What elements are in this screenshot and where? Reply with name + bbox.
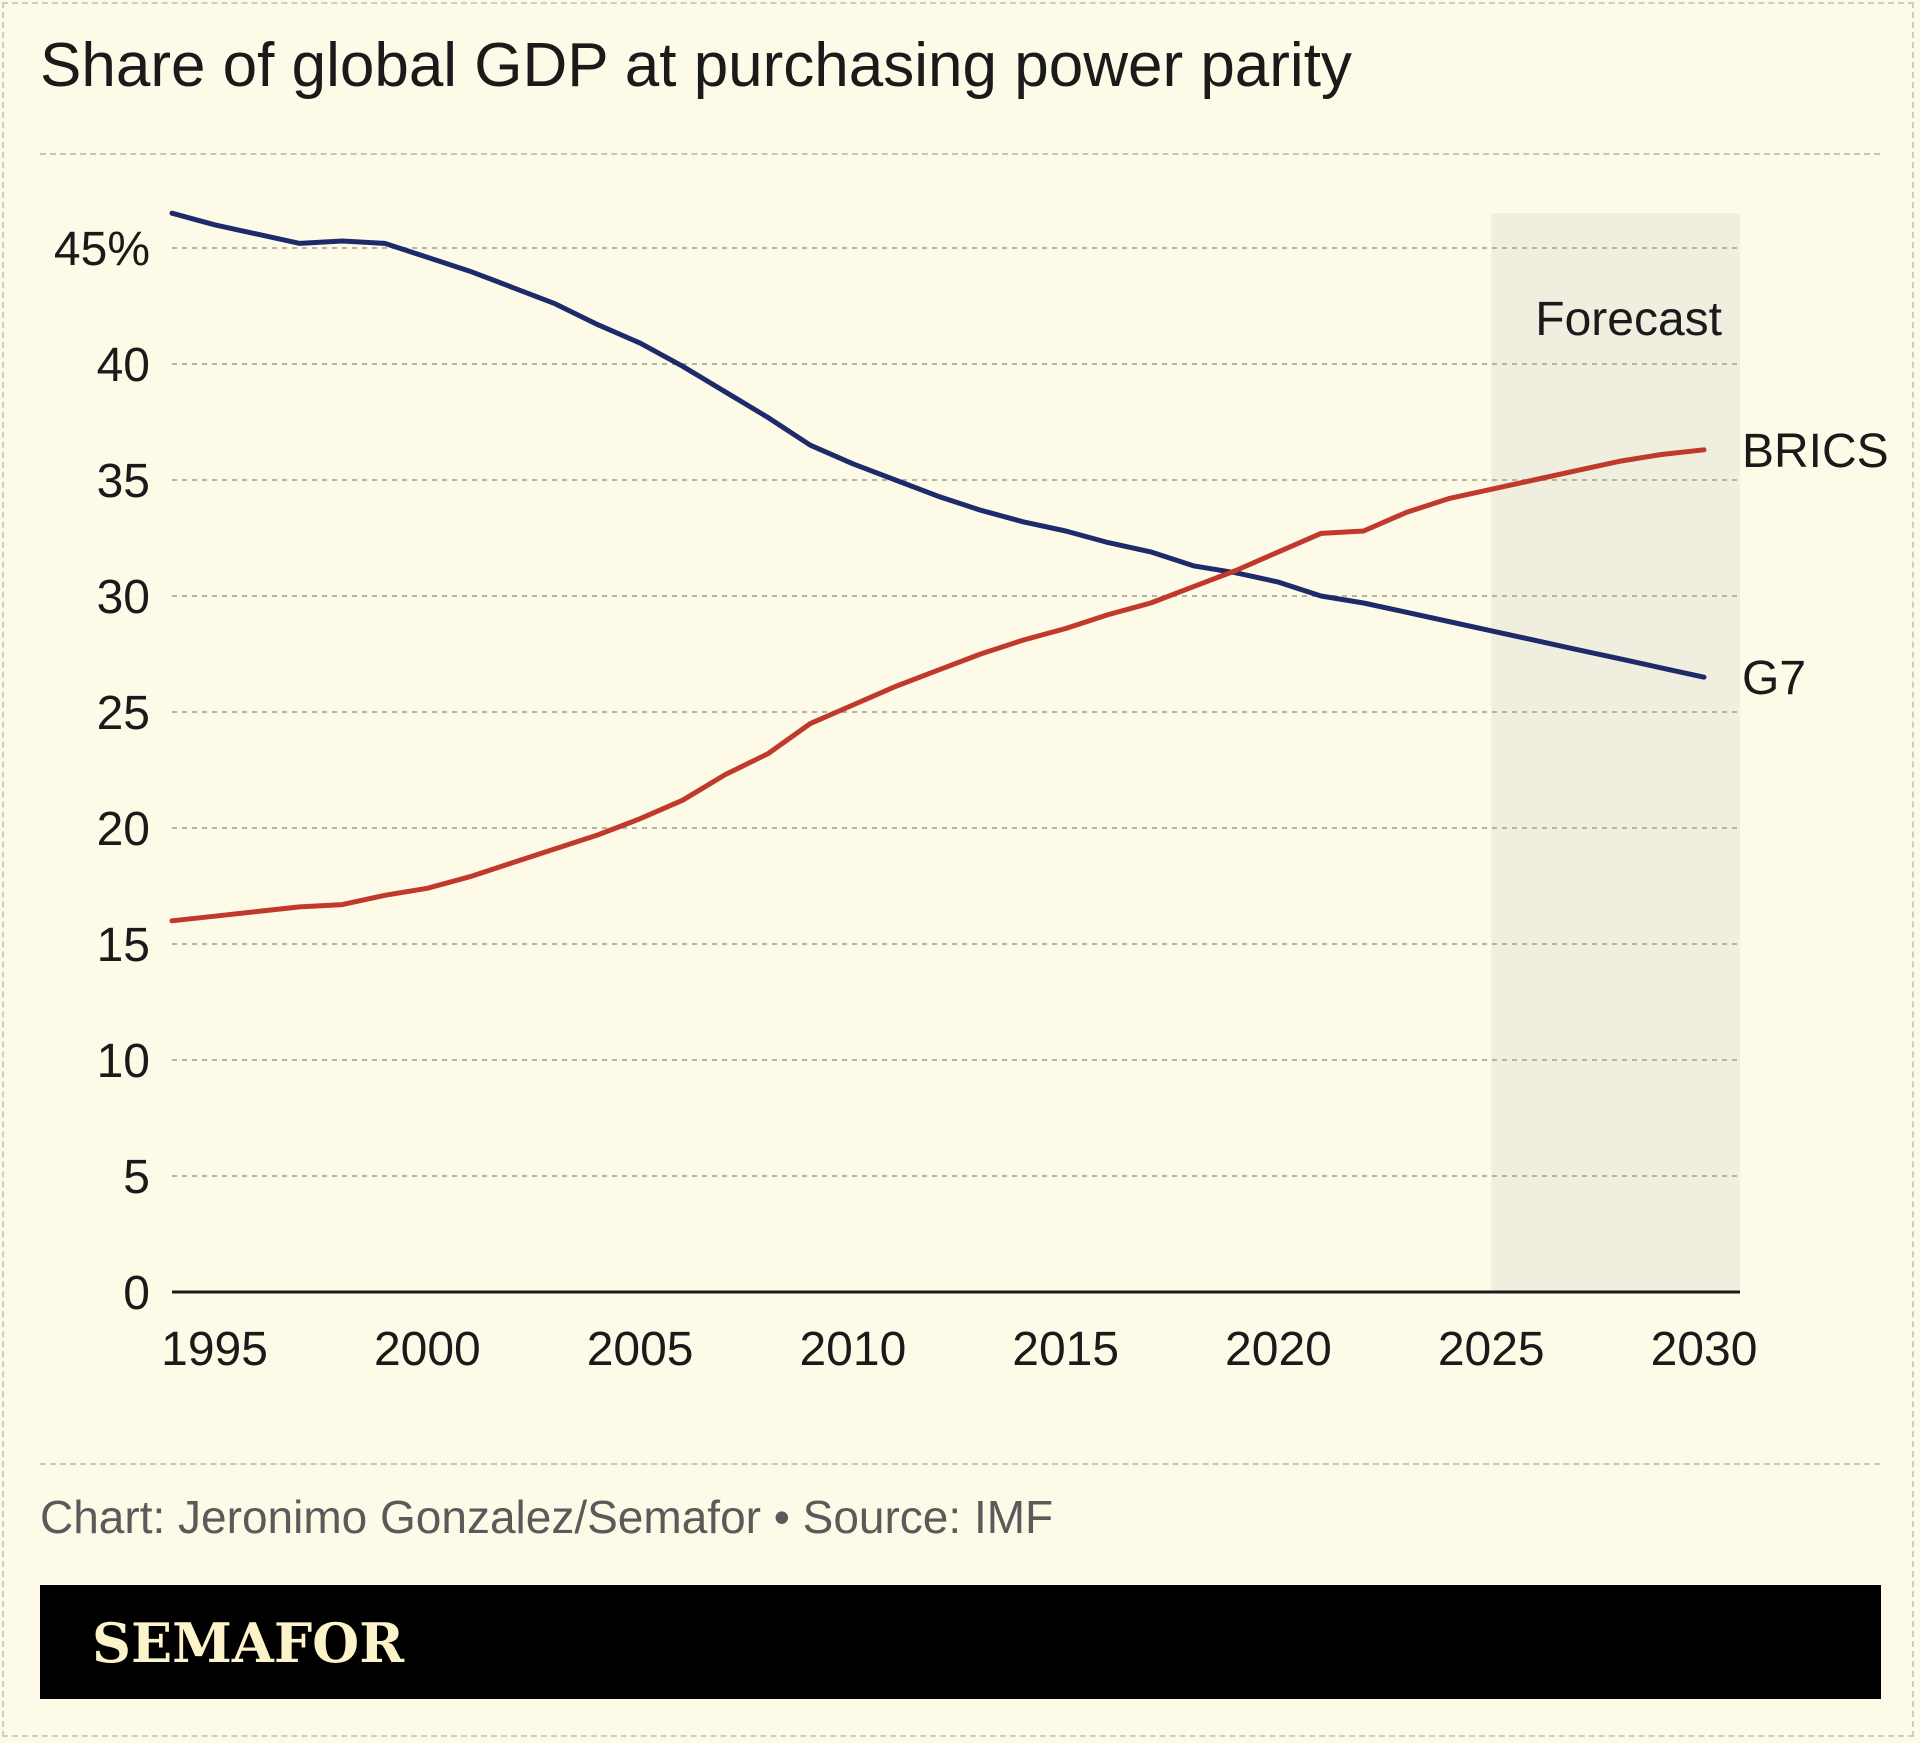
forecast-band-layer xyxy=(1491,213,1740,1293)
source-credit: Chart: Jeronimo Gonzalez/Semafor • Sourc… xyxy=(40,1491,1054,1543)
y-tick-label: 40 xyxy=(97,339,150,392)
x-tick-label: 2000 xyxy=(374,1323,481,1376)
series-line-brics xyxy=(169,447,1707,924)
y-tick-label: 15 xyxy=(97,919,150,972)
chart-title: Share of global GDP at purchasing power … xyxy=(40,31,1352,100)
brand-bar: SEMAFOR xyxy=(40,1585,1881,1699)
gridlines xyxy=(172,247,1740,1294)
x-tick-label: 1995 xyxy=(161,1323,268,1376)
x-tick-label: 2030 xyxy=(1651,1323,1758,1376)
series-label-g7: G7 xyxy=(1742,652,1806,705)
y-tick-label: 0 xyxy=(123,1267,150,1320)
x-tick-label: 2015 xyxy=(1012,1323,1119,1376)
y-tick-label: 5 xyxy=(123,1151,150,1204)
y-tick-label: 25 xyxy=(97,687,150,740)
top-divider xyxy=(40,153,1880,155)
y-tick-label: 35 xyxy=(97,455,150,508)
semafor-logo: SEMAFOR xyxy=(92,1611,405,1675)
bottom-divider xyxy=(40,1463,1880,1465)
series-lines xyxy=(169,210,1707,924)
series-line-g7 xyxy=(169,210,1707,680)
forecast-label: Forecast xyxy=(1535,293,1722,346)
x-tick-label: 2025 xyxy=(1438,1323,1545,1376)
y-tick-label: 30 xyxy=(97,571,150,624)
series-label-brics: BRICS xyxy=(1742,425,1889,478)
forecast-band xyxy=(1491,213,1740,1293)
x-tick-label: 2005 xyxy=(587,1323,694,1376)
x-tick-label: 2010 xyxy=(799,1323,906,1376)
y-tick-label: 45% xyxy=(54,223,150,276)
y-tick-label: 20 xyxy=(97,803,150,856)
x-tick-label: 2020 xyxy=(1225,1323,1332,1376)
y-tick-label: 10 xyxy=(97,1035,150,1088)
